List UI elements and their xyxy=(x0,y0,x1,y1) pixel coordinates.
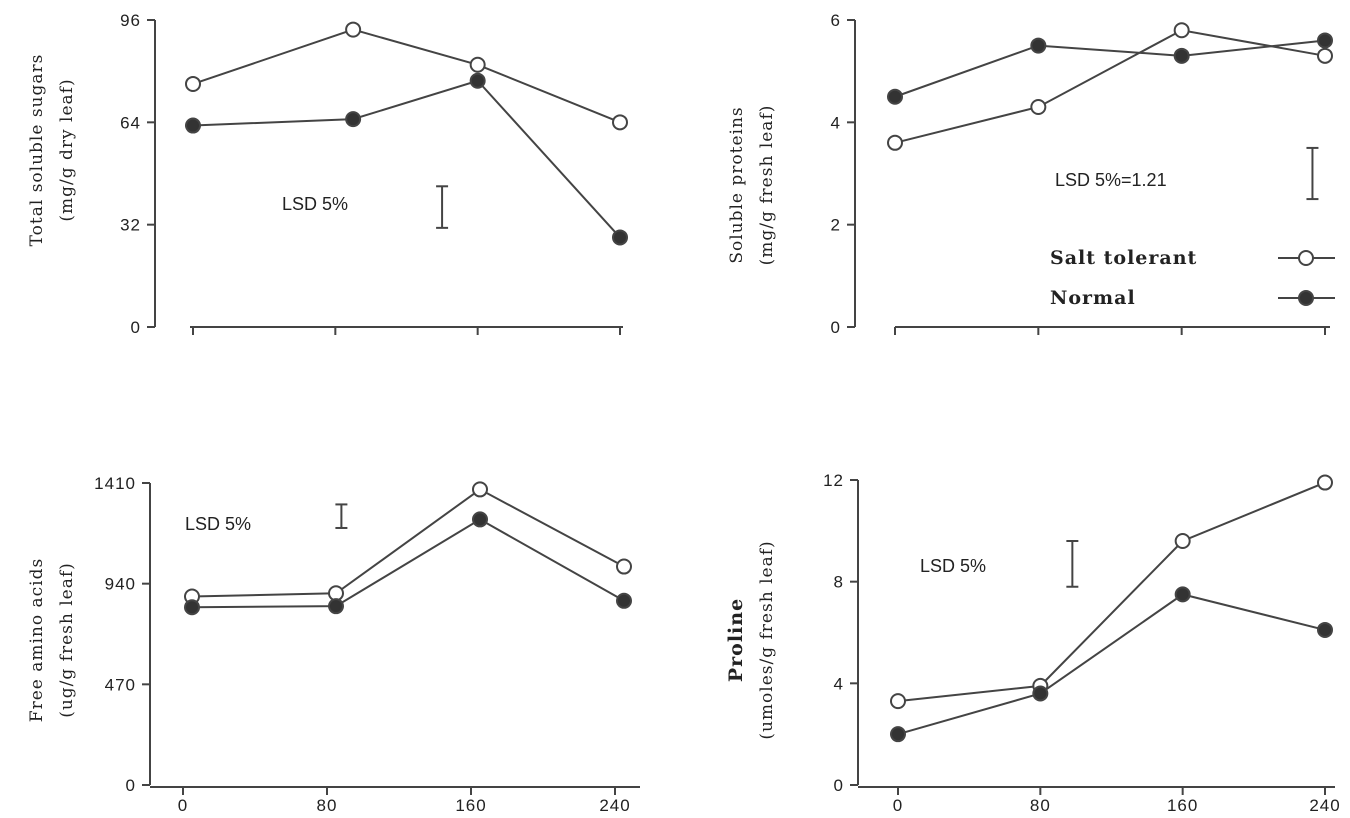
y-tick-label: 64 xyxy=(120,113,141,132)
y-axis-label-units: (ug/g fresh leaf) xyxy=(57,562,77,718)
data-point-open xyxy=(1030,98,1047,115)
y-tick-label: 12 xyxy=(823,471,844,490)
data-point-filled xyxy=(1030,37,1047,54)
data-point-filled xyxy=(472,511,488,528)
legend-label: Salt tolerant xyxy=(1050,247,1197,269)
series-line xyxy=(894,29,1326,144)
series-line xyxy=(897,481,1326,703)
data-point-open xyxy=(185,75,201,92)
x-tick-label: 0 xyxy=(893,796,903,814)
y-tick-label: 1410 xyxy=(94,474,136,493)
data-point-filled xyxy=(616,592,632,609)
x-tick-label: 80 xyxy=(317,796,338,814)
lsd-label: LSD 5% xyxy=(920,556,986,576)
y-axis-label: Soluble proteins xyxy=(727,106,747,263)
y-tick-label: 0 xyxy=(126,776,136,795)
series-line xyxy=(192,79,621,239)
data-point-filled xyxy=(469,72,486,89)
data-point-open xyxy=(612,114,628,131)
lsd-label: LSD 5% xyxy=(185,514,251,534)
data-point-filled xyxy=(1317,32,1333,49)
x-tick-label: 80 xyxy=(1030,796,1051,814)
y-tick-label: 0 xyxy=(834,776,844,795)
panel-4: 0 4 8 12 0 80 160 240 Proline (umoles/g fresh lea… xyxy=(725,471,1340,815)
y-tick-label: 0 xyxy=(131,318,141,337)
y-tick-label: 4 xyxy=(834,674,844,693)
data-point-filled xyxy=(890,726,906,743)
data-point-open xyxy=(1317,474,1333,491)
series-line xyxy=(191,518,625,609)
lsd-label: LSD 5% xyxy=(282,194,348,214)
data-point-filled xyxy=(612,229,628,246)
x-tick-label: 240 xyxy=(1309,796,1340,814)
y-axis-label: Proline xyxy=(725,598,747,682)
y-tick-label: 6 xyxy=(831,11,841,30)
lsd-label: LSD 5%=1.21 xyxy=(1055,170,1167,190)
y-tick-label: 96 xyxy=(120,11,141,30)
y-tick-label: 0 xyxy=(831,318,841,337)
y-tick-label: 2 xyxy=(831,216,841,235)
y-axis-label-units: (umoles/g fresh leaf) xyxy=(757,540,777,739)
y-axis-label-units: (mg/g fresh leaf) xyxy=(757,105,777,266)
data-point-open xyxy=(890,693,906,710)
series-line xyxy=(894,39,1326,98)
data-point-filled xyxy=(185,117,201,134)
panel-3: 0 470 940 1410 0 80 160 240 Free amino acids (ug/… xyxy=(27,474,640,815)
data-point-filled xyxy=(1317,621,1333,638)
y-tick-label: 4 xyxy=(831,113,841,132)
data-point-open xyxy=(472,481,488,498)
series-line xyxy=(897,593,1326,736)
series-line xyxy=(191,488,625,598)
y-axis-label: Free amino acids xyxy=(27,558,47,722)
data-point-open xyxy=(1173,22,1190,39)
panel-1: 0 32 64 96 Total soluble sugars (mg/g dry lea… xyxy=(27,11,628,337)
legend-marker-open xyxy=(1298,250,1314,266)
y-axis-label-units: (mg/g dry leaf) xyxy=(57,78,77,221)
data-point-filled xyxy=(1174,586,1191,603)
data-point-open xyxy=(887,134,903,151)
y-axis-label: Total soluble sugars xyxy=(27,54,47,247)
data-point-filled xyxy=(1173,47,1190,64)
y-tick-label: 32 xyxy=(120,216,141,235)
y-tick-label: 940 xyxy=(105,575,136,594)
data-point-open xyxy=(1174,533,1191,549)
data-point-open xyxy=(345,21,362,38)
y-tick-label: 8 xyxy=(834,573,844,592)
data-point-filled xyxy=(345,111,362,128)
data-point-open xyxy=(469,56,486,73)
data-point-filled xyxy=(184,599,200,616)
x-tick-label: 240 xyxy=(599,796,630,814)
y-tick-label: 470 xyxy=(105,675,136,694)
data-point-open xyxy=(616,558,632,575)
legend-label: Normal xyxy=(1050,287,1136,309)
x-tick-label: 0 xyxy=(178,796,188,814)
x-tick-label: 160 xyxy=(455,796,486,814)
x-tick-label: 160 xyxy=(1167,796,1198,814)
series-line xyxy=(192,28,621,124)
legend-marker-filled xyxy=(1298,290,1314,306)
data-point-filled xyxy=(887,88,903,105)
data-point-filled xyxy=(1032,685,1049,702)
data-point-open xyxy=(1317,47,1333,64)
data-point-filled xyxy=(328,598,344,615)
panel-2: 0 2 4 6 Soluble proteins (mg/g fresh leaf) LSD… xyxy=(727,11,1335,337)
